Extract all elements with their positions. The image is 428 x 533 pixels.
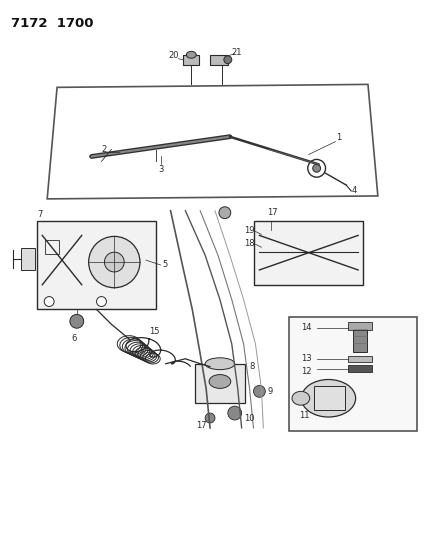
- Circle shape: [313, 164, 321, 172]
- Circle shape: [104, 252, 124, 272]
- Circle shape: [308, 159, 326, 177]
- Text: 9: 9: [268, 387, 273, 396]
- Text: 20: 20: [168, 51, 178, 60]
- Text: 18: 18: [244, 239, 255, 248]
- Text: 10: 10: [244, 414, 254, 423]
- Bar: [289, 317, 417, 431]
- Text: 12: 12: [301, 367, 311, 376]
- Bar: [195, 364, 244, 403]
- Text: 1: 1: [336, 133, 342, 142]
- Bar: [348, 365, 372, 372]
- Text: 13: 13: [301, 354, 312, 364]
- Bar: [348, 356, 372, 362]
- Text: 6: 6: [71, 334, 77, 343]
- Ellipse shape: [186, 51, 196, 58]
- Ellipse shape: [224, 56, 232, 63]
- Text: 5: 5: [163, 260, 168, 269]
- Circle shape: [228, 406, 242, 420]
- Text: 21: 21: [232, 49, 242, 58]
- Text: 15: 15: [149, 327, 159, 336]
- Text: 4: 4: [351, 187, 357, 196]
- Bar: [210, 55, 228, 64]
- Text: 7: 7: [37, 209, 43, 219]
- Text: 2: 2: [101, 145, 107, 154]
- Text: 3: 3: [158, 165, 163, 174]
- Ellipse shape: [209, 375, 231, 389]
- Bar: [353, 324, 367, 352]
- Circle shape: [205, 413, 215, 423]
- Circle shape: [219, 207, 231, 219]
- Bar: [184, 55, 199, 64]
- Bar: [37, 221, 156, 310]
- Text: 8: 8: [250, 362, 255, 371]
- Bar: [314, 386, 345, 410]
- Ellipse shape: [292, 391, 310, 405]
- Bar: [45, 240, 59, 254]
- Text: 11: 11: [299, 411, 309, 420]
- Text: 17: 17: [196, 422, 207, 431]
- Bar: [255, 221, 363, 285]
- Text: 19: 19: [244, 226, 255, 235]
- Bar: [21, 248, 36, 270]
- Circle shape: [70, 314, 84, 328]
- Text: 17: 17: [268, 208, 278, 216]
- Ellipse shape: [205, 358, 235, 370]
- Bar: [348, 322, 372, 330]
- Circle shape: [89, 237, 140, 288]
- Circle shape: [44, 296, 54, 306]
- Circle shape: [97, 296, 107, 306]
- Text: 14: 14: [301, 322, 311, 332]
- Circle shape: [253, 385, 265, 397]
- Text: 7172  1700: 7172 1700: [11, 17, 93, 30]
- Ellipse shape: [301, 379, 356, 417]
